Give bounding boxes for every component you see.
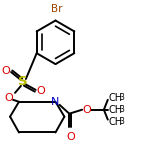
Text: O: O (2, 66, 10, 76)
Text: CH: CH (109, 93, 123, 103)
Text: O: O (5, 93, 14, 103)
Text: 3: 3 (120, 93, 125, 102)
Text: O: O (66, 132, 75, 142)
Text: Br: Br (51, 4, 62, 14)
Text: O: O (83, 105, 91, 115)
Text: 3: 3 (120, 117, 125, 126)
Text: 3: 3 (120, 105, 125, 114)
Text: CH: CH (109, 105, 123, 115)
Text: N: N (51, 97, 60, 107)
Text: CH: CH (109, 117, 123, 127)
Text: S: S (18, 75, 28, 88)
Text: O: O (36, 86, 45, 96)
